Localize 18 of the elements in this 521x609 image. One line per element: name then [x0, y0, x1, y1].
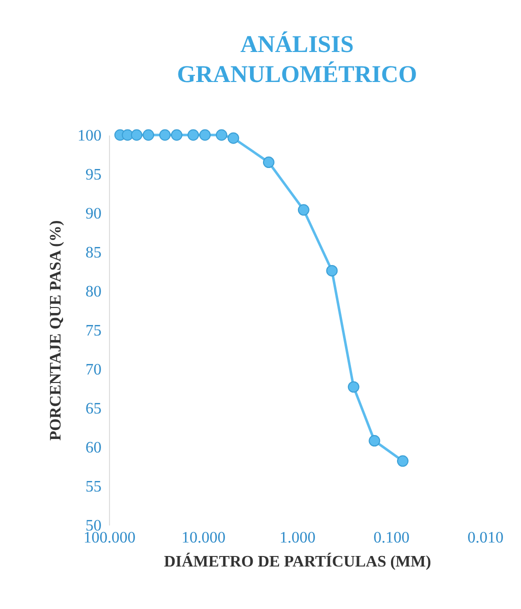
x-axis-title: DIÁMETRO DE PARTÍCULAS (MM) — [164, 552, 432, 570]
y-tick-label: 65 — [86, 400, 102, 418]
y-tick-label: 100 — [78, 128, 102, 144]
x-tick-label: 100.000 — [84, 530, 136, 546]
y-tick-label: 85 — [86, 244, 102, 262]
y-tick-label: 60 — [86, 440, 102, 456]
y-tick-label: 70 — [86, 362, 102, 378]
x-tick-label: 0.010 — [468, 530, 504, 546]
y-tick-label: 55 — [86, 478, 102, 496]
y-tick-label: 90 — [86, 206, 102, 222]
chart-title: ANÁLISIS GRANULOMÉTRICO — [176, 31, 418, 88]
x-tick-label: 0.100 — [374, 530, 410, 546]
y-axis-title: PORCENTAJE QUE PASA (%) — [48, 220, 64, 441]
x-tick-label: 10.000 — [182, 530, 226, 546]
y-tick-label: 80 — [86, 284, 102, 300]
x-tick-label: 1.000 — [280, 530, 316, 546]
y-tick-label: 95 — [86, 166, 102, 184]
y-tick-label: 75 — [86, 322, 102, 340]
